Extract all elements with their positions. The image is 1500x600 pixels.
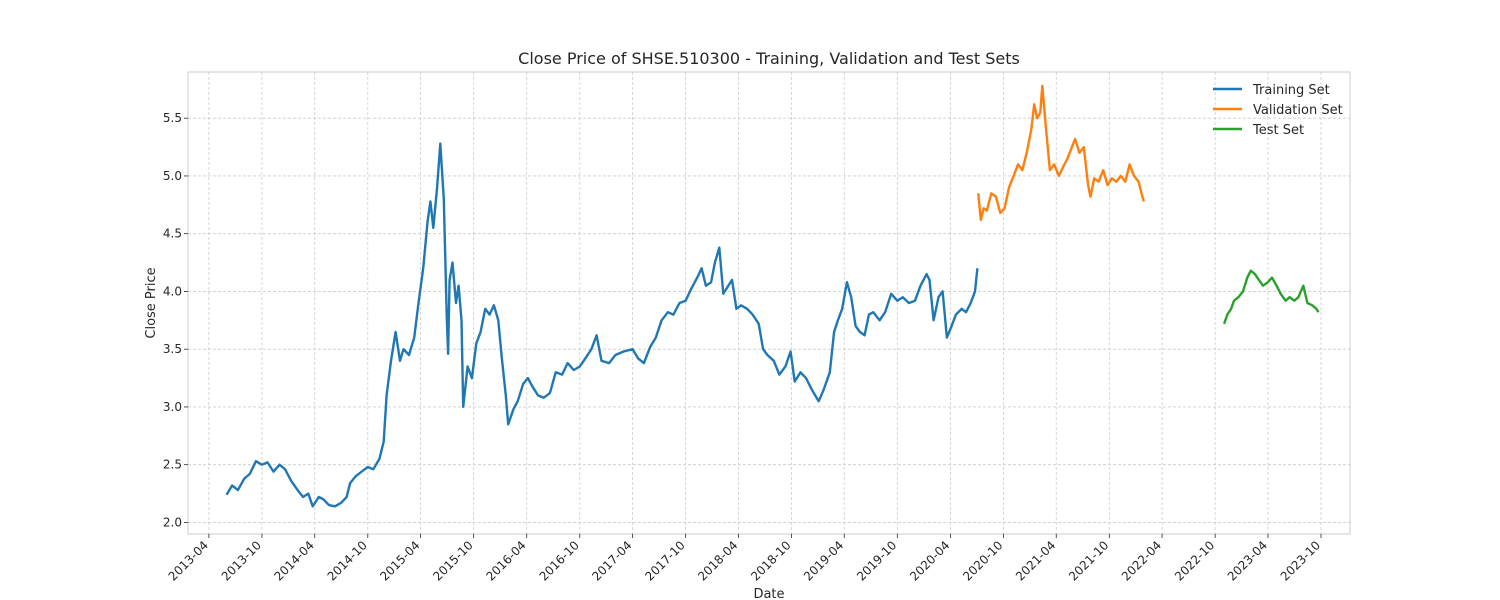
y-tick-label: 4.0 — [163, 284, 182, 298]
legend: Training Set Validation Set Test Set — [1213, 83, 1343, 138]
y-tick-label: 2.0 — [163, 515, 182, 529]
y-axis-ticks: 2.0 2.5 3.0 3.5 4.0 4.5 5.0 5.5 — [163, 111, 188, 529]
y-tick-label: 4.5 — [163, 227, 182, 241]
x-tick-label: 2015-10 — [430, 538, 475, 583]
x-tick-label: 2021-10 — [1066, 538, 1111, 583]
grid — [188, 72, 1350, 534]
training-set-line — [225, 142, 979, 508]
x-tick-label: 2022-10 — [1172, 538, 1217, 583]
y-tick-label: 3.0 — [163, 400, 182, 414]
x-tick-label: 2014-04 — [271, 538, 316, 583]
legend-label-training-set: Training Set — [1252, 83, 1330, 98]
y-axis-title: Close Price — [144, 267, 159, 338]
x-tick-label: 2021-04 — [1013, 538, 1058, 583]
x-tick-label: 2016-04 — [483, 538, 528, 583]
x-tick-label: 2017-10 — [642, 538, 687, 583]
chart-title: Close Price of SHSE.510300 - Training, V… — [518, 49, 1020, 68]
x-tick-label: 2019-04 — [801, 538, 846, 583]
x-axis-ticks: 2013-04 2013-10 2014-04 2014-10 2015-04 2015-… — [166, 534, 1323, 584]
x-tick-label: 2018-10 — [748, 538, 793, 583]
x-tick-label: 2023-10 — [1278, 538, 1323, 583]
series-layer — [225, 84, 1320, 508]
plot-area — [188, 72, 1350, 534]
x-tick-label: 2019-10 — [854, 538, 899, 583]
x-tick-label: 2014-10 — [325, 538, 370, 583]
x-tick-label: 2013-10 — [219, 538, 264, 583]
x-tick-label: 2020-10 — [960, 538, 1005, 583]
plot-frame — [187, 71, 1351, 535]
x-tick-label: 2015-04 — [377, 538, 422, 583]
y-tick-label: 2.5 — [163, 458, 182, 472]
x-tick-label: 2023-04 — [1225, 538, 1270, 583]
test-set-line — [1222, 269, 1320, 325]
x-tick-label: 2020-04 — [907, 538, 952, 583]
y-tick-label: 5.5 — [163, 111, 182, 125]
x-tick-label: 2022-04 — [1119, 538, 1164, 583]
validation-set-line — [977, 84, 1145, 221]
x-tick-label: 2013-04 — [166, 538, 211, 583]
x-tick-label: 2017-04 — [589, 538, 634, 583]
x-tick-label: 2016-10 — [537, 538, 582, 583]
y-tick-label: 5.0 — [163, 169, 182, 183]
x-axis-title: Date — [753, 587, 784, 600]
legend-label-test-set: Test Set — [1252, 123, 1304, 138]
y-tick-label: 3.5 — [163, 342, 182, 356]
legend-label-validation-set: Validation Set — [1253, 103, 1343, 118]
x-tick-label: 2018-04 — [695, 538, 740, 583]
